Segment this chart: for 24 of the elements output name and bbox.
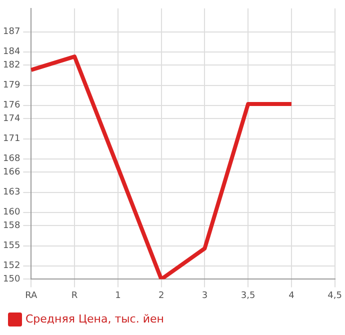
- y-tick-label: 163: [2, 188, 20, 198]
- x-tick-label: 3,5: [240, 290, 256, 301]
- x-tick-label: 4: [288, 290, 295, 301]
- y-tick-label: 160: [2, 208, 20, 218]
- x-tick-label: 1: [115, 290, 121, 301]
- legend-label: Средняя Цена, тыс. йен: [26, 312, 164, 326]
- x-tick-label: 2: [158, 290, 164, 301]
- y-tick-label: 187: [2, 27, 20, 38]
- x-tick-label: R: [71, 290, 78, 301]
- y-tick-label: 171: [2, 134, 20, 144]
- x-tick-label: 4,5: [328, 290, 342, 301]
- y-tick-label: 184: [2, 47, 20, 58]
- x-tick-label: RA: [25, 290, 38, 301]
- y-tick-label: 155: [2, 241, 20, 252]
- y-tick-label: 176: [2, 100, 20, 111]
- y-tick-label: 182: [2, 60, 20, 71]
- y-tick-label: 158: [2, 221, 20, 232]
- y-tick-label: 152: [2, 261, 20, 272]
- x-tick-label: 3: [202, 290, 208, 301]
- y-tick-label: 174: [2, 114, 20, 124]
- y-tick-label: 168: [2, 154, 20, 164]
- y-tick-label: 179: [2, 80, 20, 91]
- y-tick-label: 150: [2, 274, 20, 285]
- y-tick-label: 166: [2, 168, 20, 178]
